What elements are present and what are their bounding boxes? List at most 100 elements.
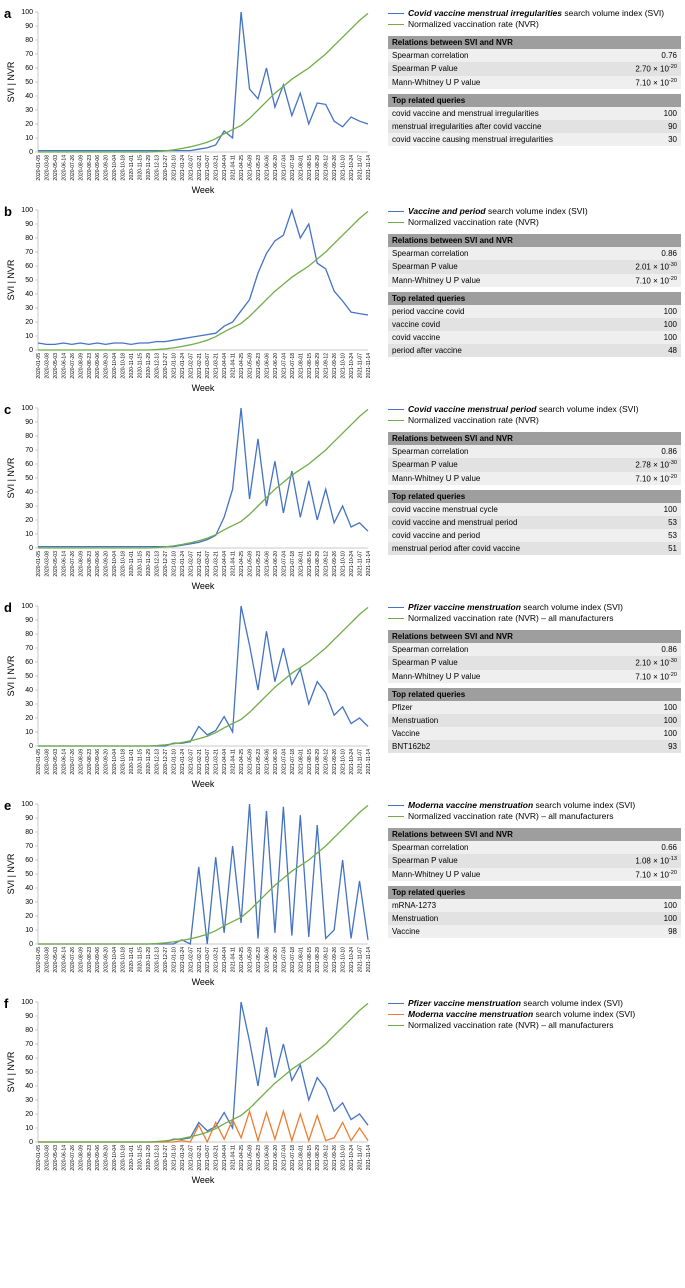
svg-text:2020-08-09: 2020-08-09: [78, 551, 84, 577]
table-row: menstrual irregularities after covid vac…: [388, 120, 681, 133]
svg-text:SVI | NVR: SVI | NVR: [6, 457, 16, 498]
svg-text:2021-04-11: 2021-04-11: [231, 749, 237, 774]
svg-text:SVI | NVR: SVI | NVR: [6, 1051, 16, 1092]
panel-left: c 01020304050607080901002020-01-052020-0…: [4, 402, 380, 592]
svg-text:2020-05-03: 2020-05-03: [53, 551, 59, 577]
table-cell-value: 2.70 × 10-20: [581, 62, 681, 76]
svg-text:2021-07-04: 2021-07-04: [281, 353, 287, 379]
svg-text:2021-08-29: 2021-08-29: [315, 155, 321, 181]
table-cell-value: 100: [648, 107, 681, 120]
svg-text:2021-09-12: 2021-09-12: [324, 749, 330, 775]
svg-text:2021-10-24: 2021-10-24: [349, 947, 355, 973]
table-row: vaccine covid 100: [388, 318, 681, 331]
svg-text:2021-10-24: 2021-10-24: [349, 353, 355, 379]
svg-text:2021-06-20: 2021-06-20: [273, 551, 279, 577]
svg-text:100: 100: [21, 603, 33, 610]
svg-text:2020-05-03: 2020-05-03: [53, 947, 59, 973]
svg-text:80: 80: [25, 829, 33, 836]
chart-a: 01020304050607080901002020-01-052020-03-…: [4, 6, 376, 196]
svg-text:2020-10-18: 2020-10-18: [121, 947, 127, 973]
svg-text:90: 90: [25, 617, 33, 624]
svg-text:Week: Week: [192, 383, 215, 393]
legend-item: Pfizer vaccine menstruation search volum…: [388, 998, 681, 1009]
table-cell-label: Spearman P value: [388, 854, 581, 868]
legend-label: Vaccine and period search volume index (…: [408, 206, 588, 217]
svg-text:2021-01-24: 2021-01-24: [180, 353, 186, 379]
svg-text:2020-10-04: 2020-10-04: [112, 749, 118, 775]
legend-label: Normalized vaccination rate (NVR) – all …: [408, 811, 614, 822]
table-cell-label: Menstruation: [388, 912, 598, 925]
svg-text:2021-09-26: 2021-09-26: [332, 551, 338, 577]
svg-text:2021-03-21: 2021-03-21: [214, 1145, 220, 1171]
panel-label: b: [4, 204, 12, 219]
legend-item: Moderna vaccine menstruation search volu…: [388, 800, 681, 811]
legend-item: Moderna vaccine menstruation search volu…: [388, 1009, 681, 1020]
table-row: Spearman P value 2.10 × 10-30: [388, 656, 681, 670]
svg-text:2021-10-10: 2021-10-10: [341, 353, 347, 379]
svg-text:2020-10-18: 2020-10-18: [121, 353, 127, 379]
table-header: Relations between SVI and NVR: [388, 36, 681, 49]
svg-text:0: 0: [29, 743, 33, 750]
svg-text:2021-01-24: 2021-01-24: [180, 749, 186, 775]
svg-text:2021-08-01: 2021-08-01: [298, 947, 304, 973]
svg-text:2020-10-04: 2020-10-04: [112, 1145, 118, 1171]
svg-text:2020-09-06: 2020-09-06: [95, 551, 101, 577]
svg-text:2021-01-24: 2021-01-24: [180, 947, 186, 973]
table-cell-value: 0.86: [581, 247, 681, 260]
stats-table: Top related queries mRNA-1273 100 Menstr…: [388, 886, 681, 938]
svg-text:2020-08-23: 2020-08-23: [87, 551, 93, 577]
svg-text:100: 100: [21, 9, 33, 16]
svg-text:10: 10: [25, 1125, 33, 1132]
svg-text:2021-04-11: 2021-04-11: [231, 1145, 237, 1170]
table-cell-value: 100: [598, 912, 681, 925]
table-cell-label: covid vaccine and menstrual period: [388, 516, 641, 529]
svg-text:2021-01-10: 2021-01-10: [171, 551, 177, 577]
svg-text:0: 0: [29, 1139, 33, 1146]
legend-b: Vaccine and period search volume index (…: [388, 206, 681, 228]
legend-e: Moderna vaccine menstruation search volu…: [388, 800, 681, 822]
svg-text:2020-11-01: 2020-11-01: [129, 749, 135, 774]
panel-label: d: [4, 600, 12, 615]
svg-text:2021-04-04: 2021-04-04: [222, 1145, 228, 1171]
svg-text:2021-04-11: 2021-04-11: [231, 353, 237, 378]
svg-text:90: 90: [25, 419, 33, 426]
svg-text:SVI | NVR: SVI | NVR: [6, 853, 16, 894]
svg-text:2021-08-15: 2021-08-15: [307, 947, 313, 973]
stats-table: Relations between SVI and NVR Spearman c…: [388, 828, 681, 881]
table-cell-label: Mann-Whitney U P value: [388, 472, 581, 486]
svg-text:2021-01-10: 2021-01-10: [171, 947, 177, 973]
chart-f: 01020304050607080901002020-01-052020-03-…: [4, 996, 376, 1186]
svg-text:2021-10-10: 2021-10-10: [341, 749, 347, 775]
svg-text:2021-05-23: 2021-05-23: [256, 1145, 262, 1171]
legend-item: Covid vaccine menstrual irregularities s…: [388, 8, 681, 19]
table-row: Spearman P value 1.08 × 10-13: [388, 854, 681, 868]
svg-text:2021-08-15: 2021-08-15: [307, 353, 313, 379]
table-cell-label: Pfizer: [388, 701, 598, 714]
table-row: covid vaccine and menstrual irregulariti…: [388, 107, 681, 120]
svg-text:20: 20: [25, 913, 33, 920]
table-cell-label: covid vaccine and period: [388, 529, 641, 542]
svg-text:2021-03-21: 2021-03-21: [214, 947, 220, 973]
table-row: Spearman P value 2.78 × 10-30: [388, 458, 681, 472]
svg-text:2021-06-06: 2021-06-06: [264, 551, 270, 577]
svg-text:2021-03-07: 2021-03-07: [205, 947, 211, 973]
svg-text:2021-11-07: 2021-11-07: [358, 749, 364, 774]
svg-text:10: 10: [25, 729, 33, 736]
svg-text:2021-09-26: 2021-09-26: [332, 1145, 338, 1171]
svg-text:2020-11-15: 2020-11-15: [138, 155, 144, 180]
table-cell-value: 53: [641, 529, 681, 542]
svg-text:0: 0: [29, 347, 33, 354]
svg-text:2021-02-07: 2021-02-07: [188, 155, 194, 181]
svg-text:10: 10: [25, 333, 33, 340]
svg-text:100: 100: [21, 801, 33, 808]
svg-text:2021-09-12: 2021-09-12: [324, 155, 330, 181]
table-row: Spearman P value 2.70 × 10-20: [388, 62, 681, 76]
svg-text:2020-12-13: 2020-12-13: [154, 551, 160, 577]
svg-text:60: 60: [25, 1055, 33, 1062]
svg-text:2021-04-11: 2021-04-11: [231, 947, 237, 972]
svg-text:2020-09-20: 2020-09-20: [104, 551, 110, 577]
svg-text:2021-05-23: 2021-05-23: [256, 947, 262, 973]
stats-table: Relations between SVI and NVR Spearman c…: [388, 234, 681, 287]
panel-label: e: [4, 798, 11, 813]
svg-text:2020-10-18: 2020-10-18: [121, 551, 127, 577]
